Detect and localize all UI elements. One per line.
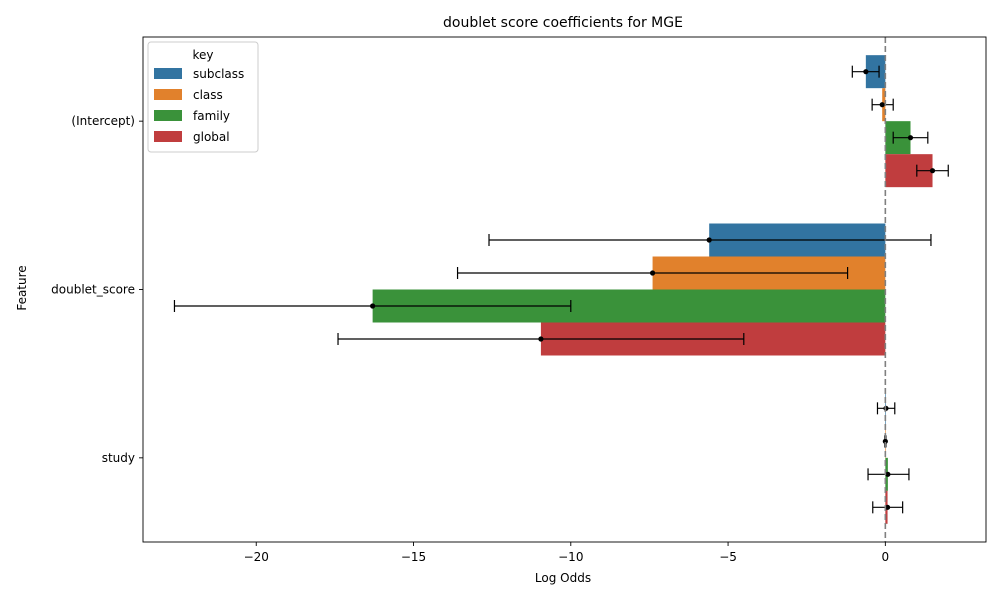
point-family-1 bbox=[370, 303, 376, 309]
point-subclass-0 bbox=[863, 69, 869, 75]
x-tick-label-1: −15 bbox=[401, 550, 426, 564]
legend: key subclass class family global bbox=[147, 41, 259, 153]
point-family-0 bbox=[907, 135, 914, 141]
legend-label-global: global bbox=[193, 130, 230, 144]
x-axis-ticks: −20 −15 −10 −5 0 bbox=[244, 542, 890, 564]
point-subclass-1 bbox=[706, 237, 712, 243]
chart-title: doublet score coefficients for MGE bbox=[443, 15, 683, 31]
legend-title: key bbox=[192, 48, 213, 62]
legend-label-class: class bbox=[193, 88, 223, 102]
x-tick-label-0: −20 bbox=[244, 550, 269, 564]
x-tick-label-3: −5 bbox=[719, 550, 737, 564]
point-global-2 bbox=[884, 504, 891, 510]
point-class-0 bbox=[879, 102, 885, 108]
legend-label-family: family bbox=[193, 109, 230, 123]
legend-swatch-class bbox=[154, 89, 182, 100]
error-bars-layer bbox=[173, 65, 949, 514]
y-tick-label-0: (Intercept) bbox=[71, 114, 135, 128]
legend-swatch-subclass bbox=[154, 68, 182, 79]
legend-swatch-global bbox=[154, 131, 182, 142]
point-global-0 bbox=[929, 168, 936, 174]
x-tick-label-2: −10 bbox=[558, 550, 583, 564]
point-class-1 bbox=[649, 270, 656, 276]
bars-layer bbox=[372, 55, 933, 524]
y-tick-label-1: doublet_score bbox=[51, 283, 135, 297]
point-global-1 bbox=[538, 336, 544, 342]
point-family-2 bbox=[885, 471, 891, 477]
y-tick-label-2: study bbox=[102, 451, 135, 465]
x-axis-label: Log Odds bbox=[535, 571, 591, 585]
y-axis-label: Feature bbox=[15, 265, 29, 310]
x-tick-label-4: 0 bbox=[882, 550, 890, 564]
legend-label-subclass: subclass bbox=[193, 67, 244, 81]
point-class-2 bbox=[882, 438, 888, 444]
legend-swatch-family bbox=[154, 110, 182, 121]
legend-items: subclass class family global bbox=[154, 67, 244, 144]
